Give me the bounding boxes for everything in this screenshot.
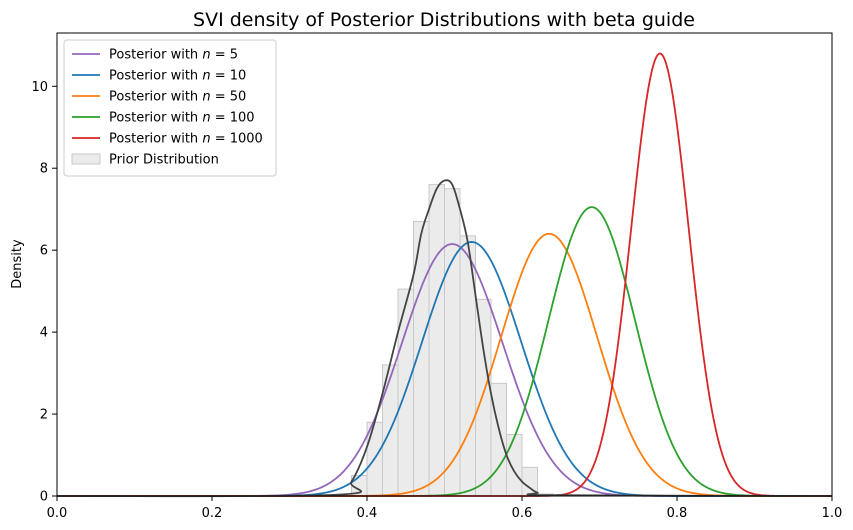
y-tick-label: 2 [40, 408, 48, 423]
legend: Posterior with n = 5 Posterior with n = 1… [63, 39, 277, 177]
histogram-bar [506, 434, 523, 497]
y-tick-label: 4 [40, 326, 48, 341]
prior-kde-line [56, 179, 833, 498]
legend-label: Posterior with n = 5 [109, 48, 238, 63]
x-tick-label: 1.0 [822, 506, 843, 521]
y-tick-label: 8 [40, 162, 48, 177]
histogram-bar [444, 188, 461, 497]
histogram-bar [428, 184, 445, 497]
x-tick-label: 0.2 [202, 506, 223, 521]
x-tick-label: 0.4 [357, 506, 378, 521]
axes-frame [56, 32, 833, 497]
plot-area [56, 32, 833, 498]
legend-label: Prior Distribution [109, 153, 219, 168]
x-tick-label: 0.8 [667, 506, 688, 521]
x-tick-label: 0.6 [512, 506, 533, 521]
y-tick-label: 0 [40, 490, 48, 505]
legend-box [63, 39, 277, 177]
y-tick-label: 10 [31, 80, 48, 95]
legend-label: Posterior with n = 100 [109, 111, 255, 126]
x-axis: 0.0 0.2 0.4 0.6 0.8 1.0 [47, 496, 843, 521]
x-tick-label: 0.0 [47, 506, 68, 521]
histogram-bar [475, 298, 492, 497]
histogram-bar [490, 382, 507, 497]
chart-title: SVI density of Posterior Distributions w… [193, 9, 695, 31]
legend-label: Posterior with n = 1000 [109, 132, 263, 147]
y-axis: 0 2 4 6 8 10 [31, 80, 57, 505]
legend-label: Posterior with n = 10 [109, 69, 246, 84]
legend-label: Posterior with n = 50 [109, 90, 246, 105]
legend-swatch [71, 153, 101, 165]
y-tick-label: 6 [40, 244, 48, 259]
y-axis-label: Density [10, 239, 25, 289]
